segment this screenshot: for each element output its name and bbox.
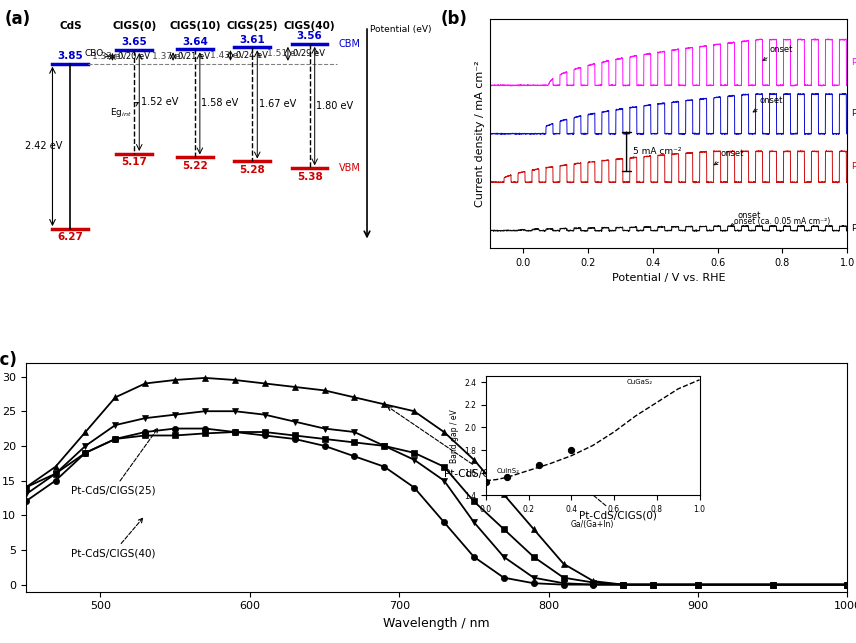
Text: CdS: CdS xyxy=(59,21,81,32)
Text: 0.21 eV: 0.21 eV xyxy=(178,52,211,61)
Text: 3.64: 3.64 xyxy=(181,37,208,47)
Text: onset: onset xyxy=(753,96,783,112)
Text: (c): (c) xyxy=(0,351,18,369)
Text: CIGS(25): CIGS(25) xyxy=(227,21,278,32)
Text: 1.37 eV: 1.37 eV xyxy=(152,52,187,61)
Text: VBM: VBM xyxy=(339,163,361,173)
Text: 0.29 eV: 0.29 eV xyxy=(293,50,325,59)
Text: CIGS(0): CIGS(0) xyxy=(112,21,157,32)
Text: 5.22: 5.22 xyxy=(181,161,208,171)
Text: 3.85: 3.85 xyxy=(57,51,83,61)
Text: 5.17: 5.17 xyxy=(122,158,147,167)
Text: onset (ca. 0.05 mA cm⁻²): onset (ca. 0.05 mA cm⁻²) xyxy=(734,217,830,226)
Text: 3.65: 3.65 xyxy=(122,37,147,48)
Text: (b): (b) xyxy=(440,10,467,28)
Text: onset: onset xyxy=(730,211,760,226)
Text: 5.28: 5.28 xyxy=(240,165,265,175)
Text: 1.58 eV: 1.58 eV xyxy=(201,98,238,108)
Text: onset: onset xyxy=(714,149,744,165)
Text: CBO: CBO xyxy=(85,49,110,58)
Text: Pt-CdS/CIGS(40): Pt-CdS/CIGS(40) xyxy=(70,518,155,558)
Text: Pt-CdS/CIGS(25): Pt-CdS/CIGS(25) xyxy=(70,428,158,496)
Text: onset: onset xyxy=(763,44,793,60)
Text: Eg$_{int}$: Eg$_{int}$ xyxy=(110,102,139,119)
Y-axis label: Current density / mA cm⁻²: Current density / mA cm⁻² xyxy=(474,60,484,207)
Text: 1.43 eV: 1.43 eV xyxy=(210,51,245,60)
Text: 3.61: 3.61 xyxy=(240,35,265,44)
Text: 2.42 eV: 2.42 eV xyxy=(25,141,62,151)
Text: (a): (a) xyxy=(4,10,30,28)
Text: 1.52 eV: 1.52 eV xyxy=(140,97,178,107)
Text: 5 mA cm⁻²: 5 mA cm⁻² xyxy=(633,147,681,156)
Text: 1.67 eV: 1.67 eV xyxy=(259,100,296,109)
Text: 1.32 eV: 1.32 eV xyxy=(92,52,127,61)
Text: Potential (eV): Potential (eV) xyxy=(370,25,431,33)
Text: Pt-CdS/CIGS(10): Pt-CdS/CIGS(10) xyxy=(388,406,528,478)
Text: Pt-CdS/CIGS(0): Pt-CdS/CIGS(0) xyxy=(851,224,856,233)
Text: 6.27: 6.27 xyxy=(57,233,83,242)
Text: Pt-CdS/CIGS(10): Pt-CdS/CIGS(10) xyxy=(851,162,856,171)
Text: CIGS(10): CIGS(10) xyxy=(169,21,221,32)
Text: Pt-CdS/CIGS(40): Pt-CdS/CIGS(40) xyxy=(851,58,856,67)
Text: 1.51 eV: 1.51 eV xyxy=(267,50,302,59)
Text: CIGS(40): CIGS(40) xyxy=(284,21,336,32)
Text: 0.20 eV: 0.20 eV xyxy=(117,52,150,61)
X-axis label: Potential / V vs. RHE: Potential / V vs. RHE xyxy=(612,273,726,284)
Text: 3.56: 3.56 xyxy=(297,31,323,41)
Text: Pt-CdS/CIGS(25): Pt-CdS/CIGS(25) xyxy=(851,109,856,118)
Text: 0.24 eV: 0.24 eV xyxy=(235,51,268,60)
Text: CBM: CBM xyxy=(339,39,361,49)
Text: 1.80 eV: 1.80 eV xyxy=(316,101,354,111)
Text: 5.38: 5.38 xyxy=(297,172,323,182)
Text: Pt-CdS/CIGS(0): Pt-CdS/CIGS(0) xyxy=(537,448,657,520)
X-axis label: Wavelength / nm: Wavelength / nm xyxy=(383,617,490,630)
